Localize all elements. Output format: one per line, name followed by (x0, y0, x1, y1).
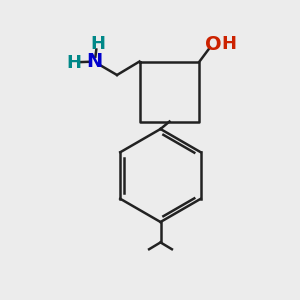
Text: N: N (86, 52, 103, 71)
Text: O: O (205, 35, 221, 54)
Text: H: H (221, 35, 236, 53)
Text: H: H (90, 35, 105, 53)
Text: H: H (67, 54, 82, 72)
